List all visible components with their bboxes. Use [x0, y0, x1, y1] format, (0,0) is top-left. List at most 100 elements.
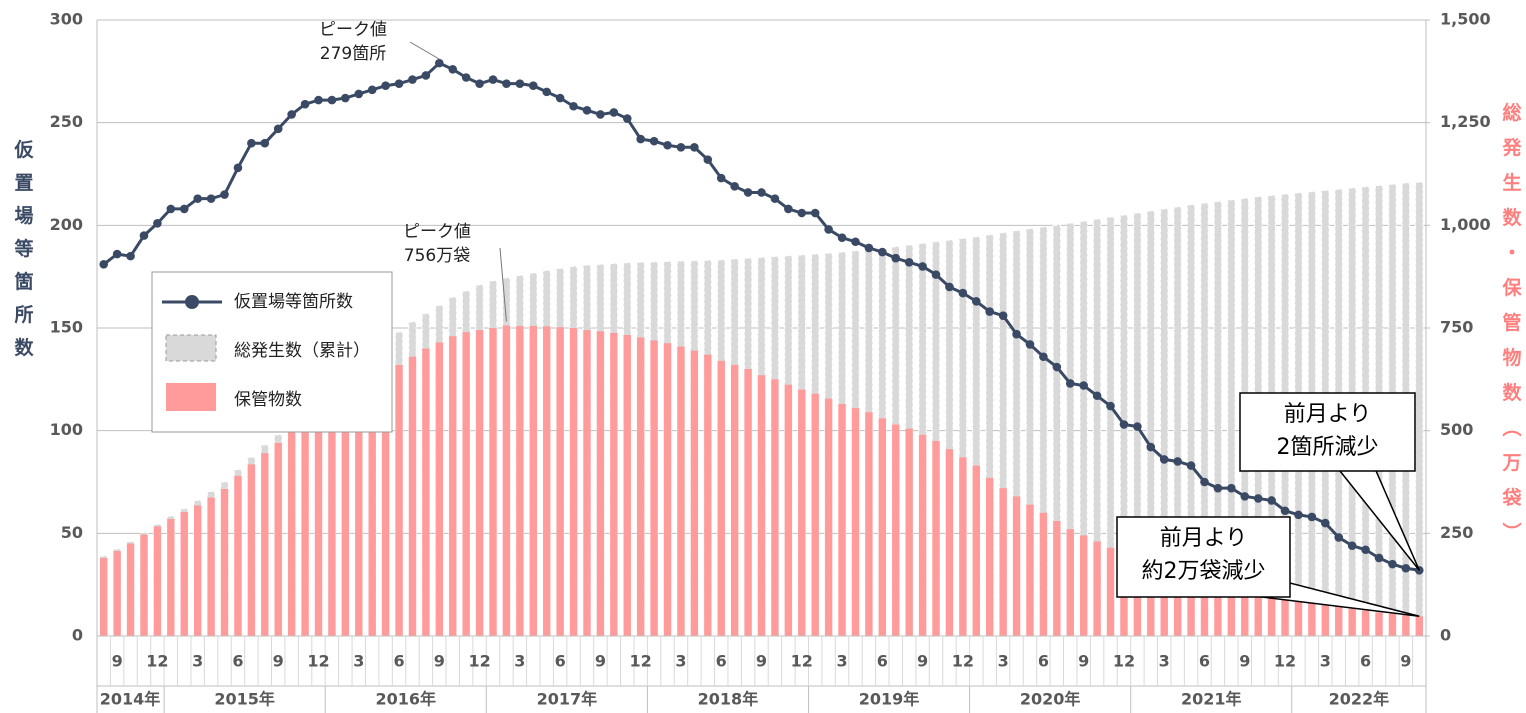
year-label: 2021年 [1181, 690, 1242, 709]
y2-tick-label: 1,000 [1440, 215, 1491, 234]
x-tick-label: 9 [434, 652, 445, 671]
bar [771, 379, 779, 636]
bar [1308, 601, 1316, 636]
bar [932, 440, 940, 636]
line-marker [394, 79, 404, 88]
x-tick-label: 12 [791, 652, 813, 671]
line-marker [1092, 391, 1102, 401]
bar [180, 511, 188, 636]
line-marker [1052, 362, 1062, 372]
x-tick-label: 12 [1113, 652, 1135, 671]
line-marker [193, 194, 202, 203]
bar [1375, 612, 1383, 636]
line-marker [421, 71, 431, 80]
line-marker [555, 93, 565, 103]
bar [677, 346, 685, 636]
line-marker [1347, 541, 1357, 550]
bar [1039, 512, 1048, 636]
line-marker [743, 188, 753, 197]
bar [798, 389, 806, 636]
bar [650, 340, 658, 636]
x-tick-label: 9 [273, 652, 284, 671]
line-marker [354, 89, 364, 99]
legend-swatch [185, 295, 199, 309]
bar [1160, 572, 1168, 636]
bar [1214, 587, 1222, 636]
line-marker [690, 143, 699, 152]
line-marker [1133, 422, 1142, 431]
line-marker [515, 79, 525, 88]
bar [744, 369, 752, 636]
line-marker [810, 208, 820, 218]
line-marker [958, 288, 968, 298]
line-marker [931, 270, 941, 279]
bar [126, 543, 135, 636]
bar [1200, 202, 1209, 637]
line-marker [904, 257, 914, 267]
line-marker [99, 260, 109, 269]
x-tick-label: 12 [468, 652, 490, 671]
bar [408, 356, 417, 636]
annotation: ピーク値 [319, 20, 387, 40]
bar [999, 488, 1007, 636]
bar [663, 343, 672, 636]
bar [167, 518, 175, 636]
bar [690, 350, 699, 636]
x-tick-label: 12 [630, 652, 652, 671]
line-marker [435, 58, 444, 68]
line-marker [1213, 483, 1223, 493]
bar [274, 442, 282, 636]
bar [1025, 228, 1035, 637]
line-marker [757, 188, 766, 197]
line-marker [703, 155, 713, 164]
line-marker [166, 204, 176, 214]
x-tick-label: 3 [675, 652, 686, 671]
year-label: 2019年 [859, 690, 920, 709]
y-tick-label: 100 [50, 420, 83, 439]
bar [1079, 535, 1088, 636]
line-marker [784, 204, 793, 214]
y2-tick-label: 250 [1440, 523, 1473, 542]
y2-tick-label: 1,250 [1440, 112, 1491, 131]
y-tick-label: 0 [72, 626, 83, 645]
bar [1254, 594, 1262, 636]
line-marker [314, 95, 323, 105]
bar [1026, 504, 1034, 636]
legend-label: 総発生数（累計） [234, 341, 370, 361]
line-marker [1186, 461, 1196, 470]
bar [1361, 610, 1370, 636]
x-tick-label: 12 [307, 652, 329, 671]
line-marker [300, 99, 310, 109]
x-tick-label: 3 [1320, 652, 1331, 671]
legend-label: 保管物数 [234, 390, 302, 410]
bar [193, 505, 202, 636]
bar [730, 364, 739, 636]
line-marker [126, 251, 135, 261]
x-tick-label: 9 [917, 652, 928, 671]
line-marker [381, 81, 390, 91]
bar [1146, 210, 1155, 637]
annotation: 279箇所 [320, 44, 386, 64]
bar [623, 334, 631, 636]
line-marker [1200, 477, 1209, 487]
bar [986, 477, 994, 636]
bar [207, 497, 215, 636]
line-marker [1280, 506, 1290, 516]
y2-tick-label: 500 [1440, 420, 1473, 439]
line-marker [636, 134, 645, 144]
bar [704, 354, 712, 636]
bar [717, 360, 725, 636]
line-marker [341, 93, 350, 103]
callout-text: 前月より [1284, 402, 1372, 427]
x-tick-label: 12 [1274, 652, 1296, 671]
y-tick-label: 250 [50, 112, 83, 131]
line-marker [475, 79, 484, 88]
bar [811, 393, 819, 636]
line-marker [797, 208, 807, 218]
line-marker [448, 64, 458, 74]
legend-label: 仮置場等箇所数 [234, 292, 353, 312]
line-marker [1119, 420, 1129, 429]
line-marker [1294, 510, 1303, 520]
line-marker [1065, 379, 1075, 388]
